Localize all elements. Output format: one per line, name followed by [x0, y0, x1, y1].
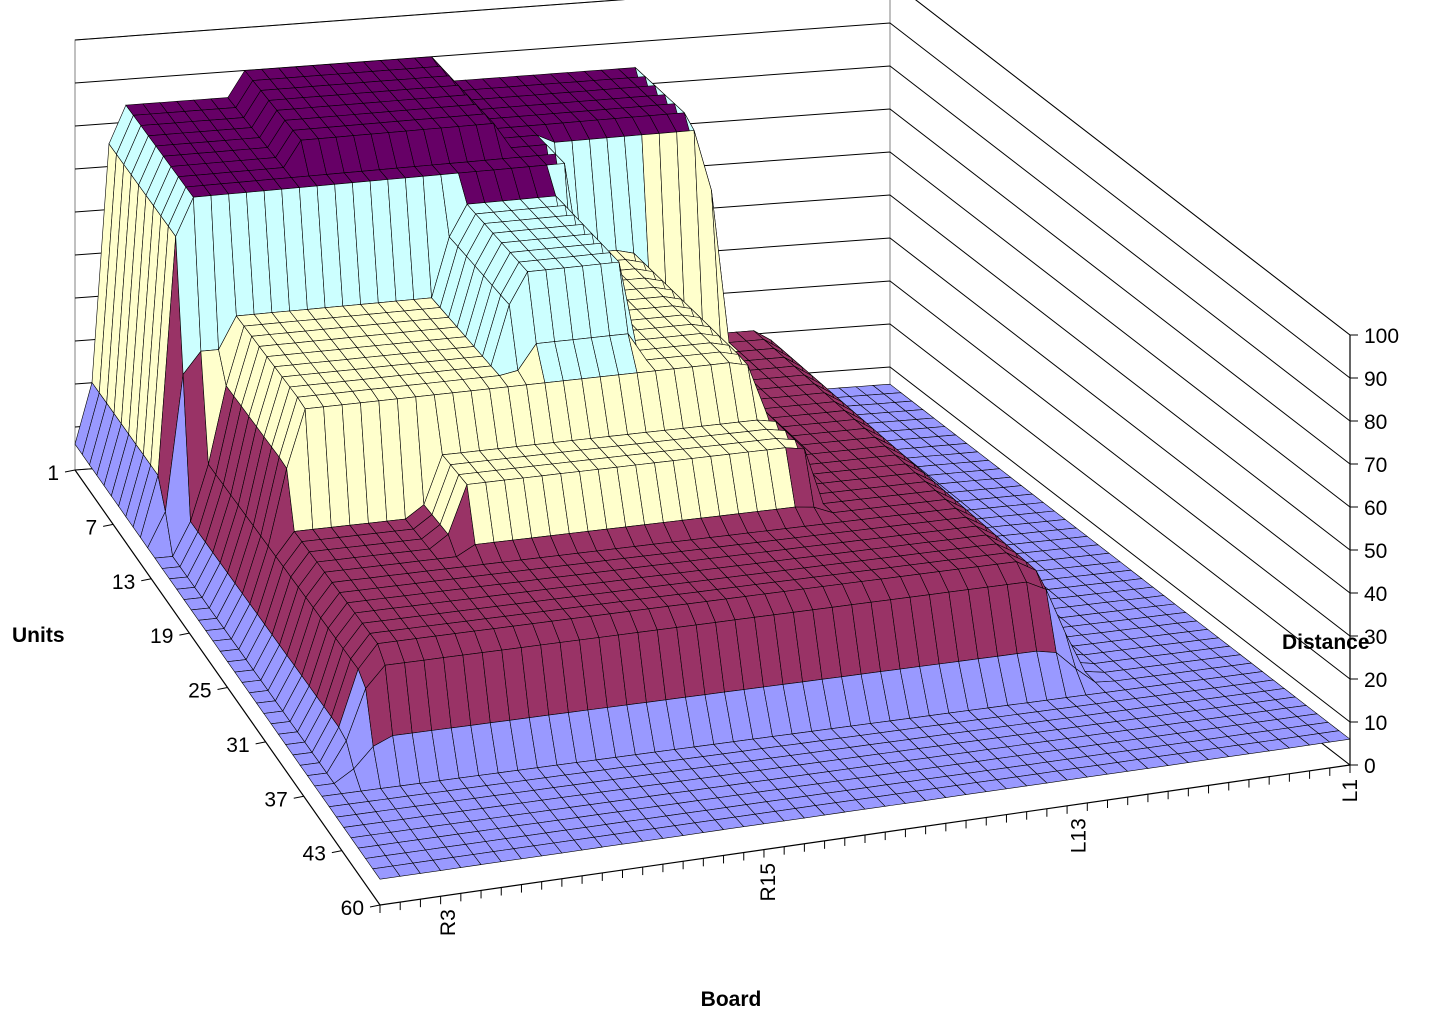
surface-plot — [74, 56, 1351, 880]
units-tick-label: 7 — [85, 516, 97, 539]
distance-tick-label: 0 — [1364, 755, 1376, 778]
board-tick-label: R3 — [437, 909, 460, 936]
distance-tick-label: 20 — [1364, 669, 1387, 692]
units-tick — [103, 523, 114, 527]
wall-gridline — [74, 0, 1351, 336]
board-tick-label: R15 — [757, 863, 780, 902]
units-tick-label: 19 — [150, 625, 173, 648]
units-tick-label: 1 — [47, 462, 59, 485]
units-tick-label: 13 — [112, 571, 135, 594]
units-tick — [331, 850, 342, 854]
units-tick-label: 25 — [188, 680, 211, 703]
units-axis-title: Units — [12, 624, 65, 647]
units-tick — [141, 578, 152, 582]
distance-tick-label: 60 — [1364, 497, 1387, 520]
distance-tick-label: 40 — [1364, 583, 1387, 606]
axis-labels: 0 10 20 30 40 50 60 70 80 90 100 1 7 13 19 25 31 37 43 60 R3… — [12, 325, 1399, 1011]
units-tick-label: 60 — [341, 897, 364, 920]
distance-tick-label: 30 — [1364, 626, 1387, 649]
units-tick — [64, 469, 76, 473]
units-tick — [369, 904, 381, 908]
units-tick — [179, 632, 190, 636]
board-tick-label: L13 — [1067, 818, 1090, 853]
distance-axis-title: Distance — [1282, 631, 1370, 654]
distance-tick-label: 50 — [1364, 540, 1387, 563]
units-tick — [255, 741, 266, 745]
units-tick — [293, 795, 304, 799]
board-axis-title: Board — [701, 988, 762, 1011]
units-tick-label: 43 — [303, 843, 326, 866]
chart-axes — [64, 334, 1358, 913]
distance-tick-label: 70 — [1364, 454, 1387, 477]
distance-tick-label: 10 — [1364, 712, 1387, 735]
units-tick-label: 37 — [264, 788, 287, 811]
units-tick-label: 31 — [226, 734, 249, 757]
board-tick-label: L1 — [1339, 779, 1362, 802]
distance-tick-label: 90 — [1364, 368, 1387, 391]
distance-tick-label: 100 — [1364, 325, 1399, 348]
distance-tick-label: 80 — [1364, 411, 1387, 434]
units-tick — [217, 687, 228, 690]
